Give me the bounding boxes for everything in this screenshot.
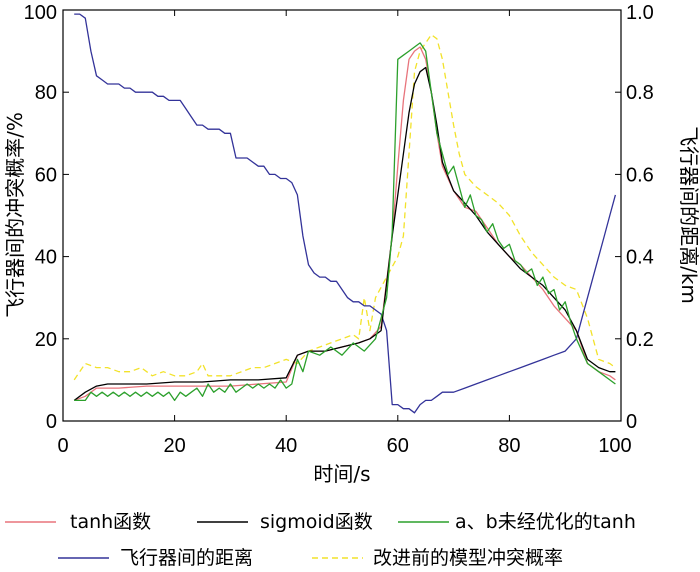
legend-label-tanh: tanh函数 [70,511,151,533]
legend-label-distance: 飞行器间的距离 [120,547,253,569]
x-tick-label: 20 [163,435,185,457]
ticks-layer [62,9,622,422]
x-tick-label: 0 [57,435,68,457]
y-left-tick-label: 60 [35,164,57,186]
y-right-tick-label: 0.2 [626,329,654,351]
legend: tanh函数 sigmoid函数 a、b未经优化的tanh 飞行器间的距离 改进… [5,511,636,569]
y-right-tick-label: 0 [626,411,637,433]
y-left-tick-label: 0 [46,411,57,433]
y-right-axis-title: 飞行器间的距离/km [677,126,700,304]
y-left-tick-label: 40 [35,247,57,269]
x-tick-label: 60 [387,435,409,457]
y-left-tick-label: 100 [24,2,57,24]
y-right-tick-label: 0.4 [626,247,654,269]
x-tick-label: 40 [275,435,297,457]
y-left-tick-label: 80 [35,82,57,104]
x-axis-title: 时间/s [313,462,370,486]
y-right-tick-label: 0.6 [626,164,654,186]
series-line-3 [74,13,617,414]
y-right-tick-label: 1.0 [626,2,654,24]
y-right-tick-label: 0.8 [626,82,654,104]
y-left-axis-title: 飞行器间的冲突概率/% [3,112,27,318]
series-line-1 [73,66,616,401]
legend-label-unoptimized-tanh: a、b未经优化的tanh [455,511,636,533]
legend-label-before-improvement: 改进前的模型冲突概率 [373,547,563,569]
x-tick-label: 80 [498,435,520,457]
y-left-tick-label: 20 [35,329,57,351]
series-layer [73,13,617,414]
series-line-2 [74,42,616,402]
legend-label-sigmoid: sigmoid函数 [260,511,373,533]
series-line-4 [73,34,616,381]
x-tick-label: 100 [598,435,631,457]
series-line-0 [73,46,616,402]
plot-frame [62,9,622,422]
